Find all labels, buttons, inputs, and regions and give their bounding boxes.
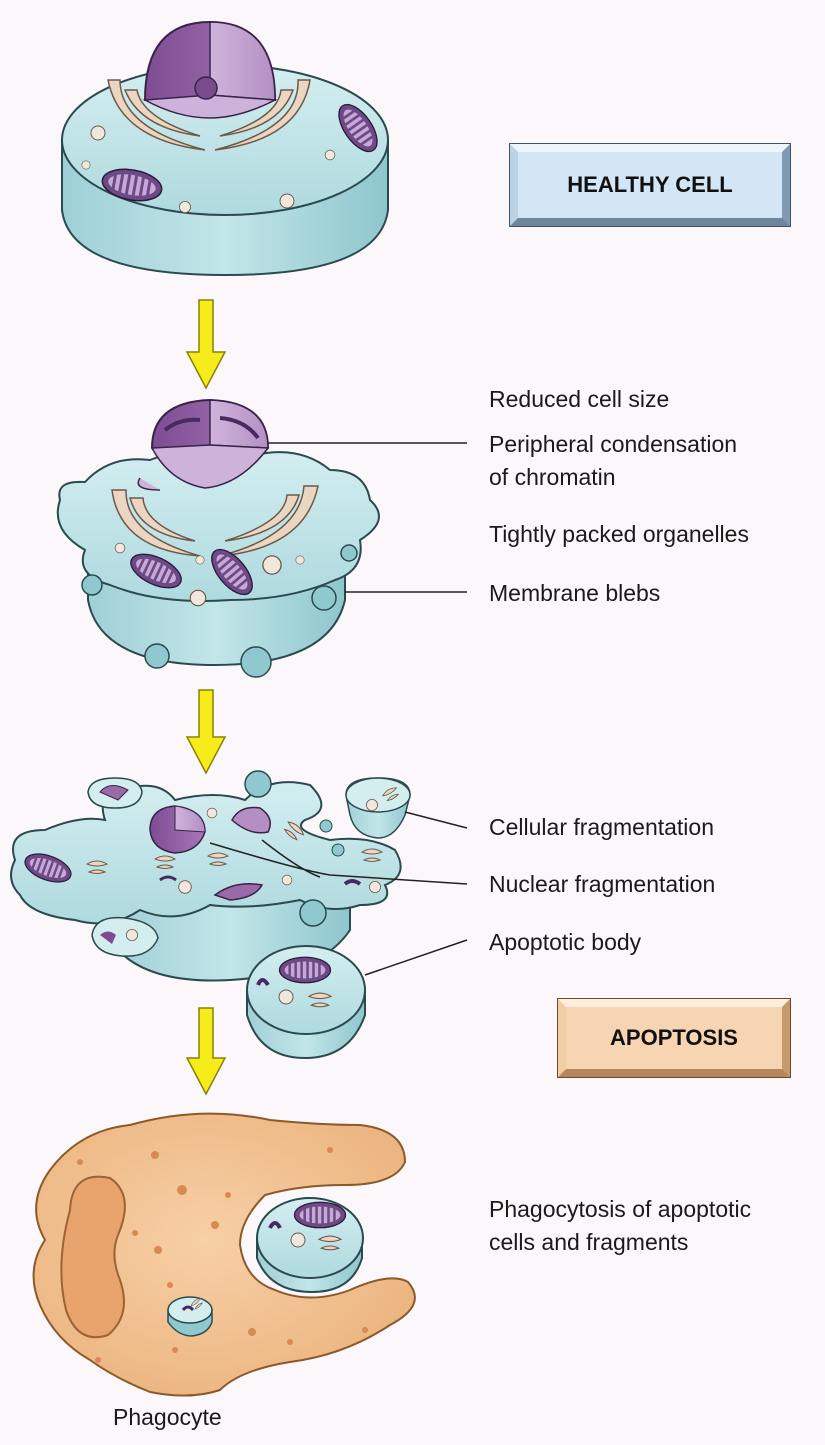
apoptosis-box: APOPTOSIS: [557, 998, 791, 1078]
label-membrane-blebs: Membrane blebs: [489, 580, 661, 606]
healthy-cell-illustration: [61, 20, 389, 277]
leader-lines-fragmented: [209, 811, 468, 976]
label-tightly-packed-organelles: Tightly packed organelles: [489, 521, 749, 547]
label-nuclear-fragmentation: Nuclear fragmentation: [489, 871, 716, 897]
arrow-1: [185, 299, 227, 390]
arrow-3: [185, 1007, 227, 1096]
healthy-cell-box: HEALTHY CELL: [509, 143, 791, 227]
label-apoptotic-body: Apoptotic body: [489, 929, 642, 955]
label-peripheral-condensation-line2: of chromatin: [489, 464, 616, 490]
label-peripheral-condensation-line1: Peripheral condensation: [489, 431, 738, 457]
shrunken-cell-illustration: [56, 398, 380, 678]
label-cellular-fragmentation: Cellular fragmentation: [489, 814, 715, 840]
fragmented-cell-illustration: [10, 770, 411, 1060]
arrow-2: [185, 689, 227, 775]
leader-lines-shrunken: [268, 442, 467, 593]
label-phagocytosis-line2: cells and fragments: [489, 1229, 689, 1255]
phagocyte-illustration: [32, 1112, 416, 1397]
label-phagocyte: Phagocyte: [113, 1404, 222, 1430]
label-phagocytosis-line1: Phagocytosis of apoptotic: [489, 1196, 752, 1222]
label-reduced-cell-size: Reduced cell size: [489, 386, 670, 412]
